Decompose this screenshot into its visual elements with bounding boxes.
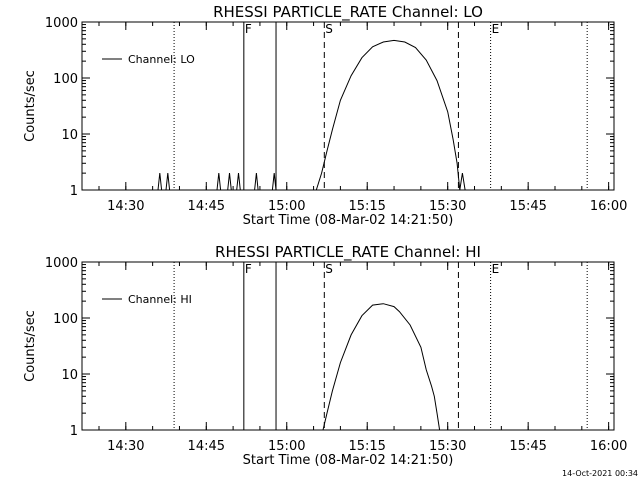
x-tick-label: 15:45: [509, 199, 546, 214]
footer-timestamp: 14-Oct-2021 00:34: [562, 469, 638, 478]
y-axis-label: Counts/sec: [23, 70, 38, 142]
x-tick-label: 16:00: [590, 199, 627, 214]
x-tick-label: 15:15: [348, 439, 385, 454]
chart-title: RHESSI PARTICLE_RATE Channel: HI: [215, 243, 481, 262]
y-tick-label: 100: [53, 312, 78, 327]
y-tick-label: 1: [70, 424, 78, 439]
event-marker-label: S: [325, 262, 333, 276]
plot-frame: [81, 21, 615, 191]
x-tick-label: 15:00: [268, 199, 305, 214]
event-marker-label: E: [492, 262, 500, 276]
y-tick-label: 1: [70, 184, 78, 199]
y-tick-label: 1000: [45, 256, 78, 271]
y-tick-label: 10: [61, 368, 78, 383]
series-line: [322, 303, 441, 431]
y-tick-label: 1000: [45, 16, 78, 31]
x-tick-label: 14:30: [107, 439, 144, 454]
x-axis-label: Start Time (08-Mar-02 14:21:50): [243, 453, 454, 468]
x-tick-label: 15:45: [509, 439, 546, 454]
x-axis-label: Start Time (08-Mar-02 14:21:50): [243, 213, 454, 228]
x-tick-label: 16:00: [590, 439, 627, 454]
series-line: [157, 39, 466, 191]
x-tick-label: 14:30: [107, 199, 144, 214]
x-tick-label: 15:30: [429, 439, 466, 454]
y-axis-label: Counts/sec: [23, 310, 38, 382]
chart-panel-hi: RHESSI PARTICLE_RATE Channel: HI 1 10 100 10…: [23, 243, 627, 468]
legend-entry: Channel: HI: [128, 293, 192, 306]
x-tick-label: 15:00: [268, 439, 305, 454]
x-tick-label: 15:15: [348, 199, 385, 214]
y-tick-label: 10: [61, 128, 78, 143]
event-marker-label: F: [245, 262, 252, 276]
event-marker-label: F: [245, 22, 252, 36]
event-marker-label: S: [325, 22, 333, 36]
chart-panel-lo: RHESSI PARTICLE_RATE Channel: LO 1 10 100 10…: [23, 3, 627, 228]
x-tick-label: 15:30: [429, 199, 466, 214]
plot-frame: [81, 261, 615, 431]
x-tick-label: 14:45: [188, 439, 225, 454]
event-marker-label: E: [492, 22, 500, 36]
legend-entry: Channel: LO: [128, 53, 195, 66]
chart-title: RHESSI PARTICLE_RATE Channel: LO: [213, 3, 483, 22]
x-tick-label: 14:45: [188, 199, 225, 214]
y-tick-label: 100: [53, 72, 78, 87]
